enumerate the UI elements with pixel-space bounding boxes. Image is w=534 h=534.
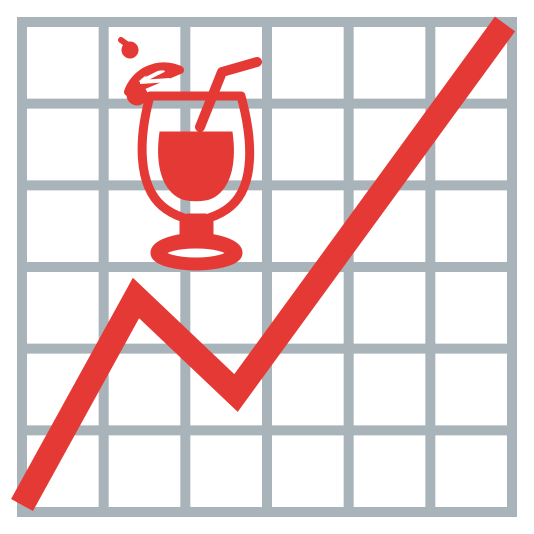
- glass-liquid: [158, 131, 234, 202]
- orange-slice: [124, 60, 184, 96]
- cocktail-glass-icon: [118, 37, 262, 271]
- glass-stem: [186, 213, 207, 243]
- trend-line: [11, 16, 516, 512]
- cherry-stem: [118, 37, 135, 51]
- straw: [195, 57, 262, 132]
- glass-foot: [157, 239, 235, 267]
